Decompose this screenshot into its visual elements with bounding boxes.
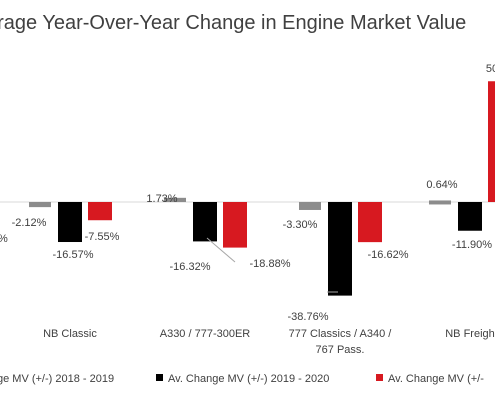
bar-3-3 — [223, 202, 247, 248]
leader-line-1 — [206, 237, 236, 263]
chart-title: erage Year-Over-Year Change in Engine Ma… — [0, 12, 467, 34]
data-label-3-4: -16.62% — [368, 249, 409, 261]
data-label-1-4: -3.30% — [283, 219, 318, 231]
legend: ge MV (+/-) 2018 - 2019 Av. Change MV (+/… — [0, 373, 484, 385]
leader-lines — [206, 237, 338, 293]
legend-swatch-2 — [156, 374, 163, 381]
category-label-5: NB Freigh — [445, 328, 495, 340]
data-label-2-3: -16.32% — [170, 261, 211, 273]
category-label-3: A330 / 777-300ER — [160, 328, 251, 340]
left-edge-data-label: % — [0, 233, 8, 245]
data-label-1-2: -2.12% — [12, 217, 47, 229]
data-label-3-2: -7.55% — [85, 231, 120, 243]
category-label-4-line-2: 767 Pass. — [316, 344, 365, 356]
data-labels: -2.12% 1.73% -3.30% 0.64% -16.57% -16.32% -38.… — [12, 63, 495, 323]
category-label-4: 777 Classics / A340 / — [289, 328, 393, 340]
bar-2-3 — [193, 202, 217, 242]
data-label-3-5: 50 — [486, 63, 495, 75]
data-label-2-4: -38.76% — [288, 311, 329, 323]
bar-2-2 — [58, 202, 82, 243]
bar-1-5 — [429, 200, 451, 205]
bars-layer — [29, 81, 495, 296]
bar-3-5 — [488, 81, 495, 202]
bar-2-5 — [458, 202, 482, 231]
bar-1-4 — [299, 202, 321, 210]
data-label-1-3: 1.73% — [146, 193, 177, 205]
legend-label-2: Av. Change MV (+/-) 2019 - 2020 — [168, 373, 329, 385]
legend-swatch-3 — [376, 374, 383, 381]
category-label-2: NB Classic — [43, 328, 97, 340]
bar-3-2 — [88, 202, 112, 221]
data-label-3-3: -18.88% — [250, 258, 291, 270]
data-label-2-2: -16.57% — [53, 249, 94, 261]
data-label-1-5: 0.64% — [426, 179, 457, 191]
bar-1-2 — [29, 202, 51, 208]
bar-2-4 — [328, 202, 352, 296]
category-labels: NB Classic A330 / 777-300ER 777 Classics /… — [43, 328, 495, 356]
legend-label-3: Av. Change MV (+/- — [388, 373, 484, 385]
bar-1-3 — [164, 197, 186, 202]
legend-label-1: ge MV (+/-) 2018 - 2019 — [0, 373, 114, 385]
data-label-2-5: -11.90% — [452, 239, 492, 251]
bar-3-4 — [358, 202, 382, 243]
